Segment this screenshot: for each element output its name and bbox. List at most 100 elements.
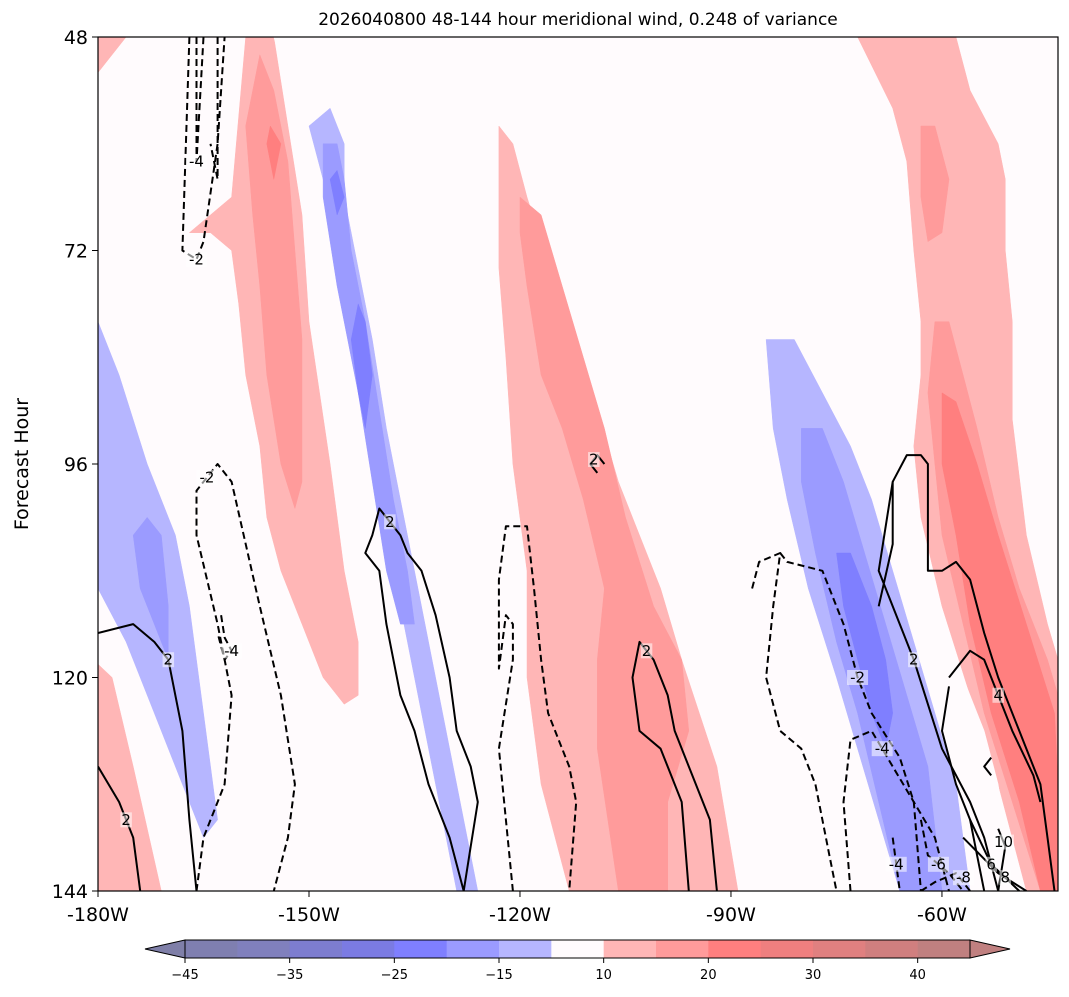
filled-region-23	[836, 552, 893, 749]
colorbar-tick-label: −15	[485, 968, 512, 983]
filled-region-4	[266, 125, 282, 180]
contour-label-bg	[985, 856, 997, 872]
contour-label-bg	[640, 643, 653, 659]
colorbar-swatch	[342, 940, 395, 958]
contour-label: -4	[189, 153, 204, 171]
filled-region-3	[245, 54, 303, 509]
x-tick-label: -120W	[489, 904, 551, 926]
colorbar-swatch	[760, 940, 814, 958]
colorbar-swatch	[394, 940, 448, 958]
contour-label: -2	[850, 669, 865, 687]
contour-line-13	[842, 729, 950, 891]
contour-line-8	[497, 525, 578, 891]
colorbar-swatch	[499, 940, 552, 958]
contour-line-17	[891, 454, 1056, 891]
contour-label: 2	[589, 451, 599, 469]
colorbar-swatch	[813, 940, 866, 958]
colorbar-swatch	[237, 940, 291, 958]
contour-label-bg	[588, 452, 600, 468]
contour-label-bg	[185, 154, 207, 170]
y-tick-label: 96	[64, 454, 88, 476]
contour-label-bg	[992, 687, 1004, 703]
colorbar-frame	[184, 939, 971, 959]
contour-label: 8	[1000, 869, 1010, 887]
contour-label: -6	[931, 855, 946, 873]
colorbar-tick-label: 20	[700, 968, 717, 983]
colorbar-tick-label: 30	[805, 968, 822, 983]
contour-line-2	[209, 37, 219, 181]
contour-label-bg	[162, 652, 175, 668]
y-tick-label: 144	[52, 881, 88, 903]
y-tick-label: 48	[64, 27, 88, 49]
contour-line-22	[962, 836, 1027, 891]
contour-label: 10	[994, 833, 1013, 851]
contour-label: 2	[121, 811, 131, 829]
contour-label-bg	[885, 856, 907, 872]
contour-label: 2	[909, 651, 919, 669]
contour-label-bg	[185, 251, 207, 267]
contour-label-bg	[927, 856, 949, 872]
colorbar-extend-high	[969, 939, 1011, 959]
colorbar-extend-low	[144, 939, 186, 959]
colorbar-swatch	[446, 940, 500, 958]
contour-label: 2	[385, 513, 395, 531]
colorbar-tick-label: 40	[909, 968, 926, 983]
filled-region-17	[98, 232, 268, 891]
contour-label-bg	[221, 643, 243, 659]
colorbar-swatch	[865, 940, 919, 958]
contour-label: 6	[986, 855, 996, 873]
filled-region-1	[98, 37, 127, 73]
contour-label-bg	[847, 670, 869, 685]
x-tick-label: -180W	[67, 904, 129, 926]
colorbar-swatch	[656, 940, 709, 958]
filled-region-14	[329, 170, 345, 216]
contour-label: -4	[224, 642, 239, 660]
colorbar-tick-label: −35	[276, 968, 303, 983]
colorbar-swatch	[551, 940, 605, 958]
colorbar-swatch	[603, 940, 657, 958]
filled-contours	[98, 37, 1058, 891]
contour-line-20	[941, 686, 986, 891]
y-tick-label: 120	[52, 668, 88, 690]
contour-label: -8	[956, 869, 971, 887]
x-axis-ticks: -180W -150W -120W -90W -60W	[67, 891, 967, 926]
colorbar-swatch	[708, 940, 762, 958]
filled-region-6	[519, 196, 690, 891]
colorbar-tick-label: −45	[171, 968, 198, 983]
contour-label: -4	[875, 740, 890, 758]
colorbar-swatch	[917, 940, 971, 958]
colorbar-swatch	[289, 940, 343, 958]
colorbar-tick-label: −25	[381, 968, 408, 983]
filled-region-16	[393, 125, 408, 198]
x-tick-label: -150W	[278, 904, 340, 926]
contour-label-bg	[952, 870, 974, 886]
contour-label-bg	[120, 812, 132, 828]
filled-region-0	[98, 663, 162, 891]
contour-line-3	[195, 463, 296, 891]
contour-label: 4	[993, 686, 1003, 704]
chart-title: 2026040800 48-144 hour meridional wind, …	[318, 10, 838, 30]
filled-region-19	[132, 517, 169, 660]
y-axis-ticks: 48 72 96 120 144	[52, 27, 98, 903]
colorbar: −45 −35 −25 −15 10 20 30 40	[144, 939, 1011, 983]
contour-label: -4	[889, 855, 904, 873]
contour-label: -2	[200, 468, 215, 486]
contour-label-bg	[384, 514, 396, 530]
contour-line-12	[751, 552, 838, 891]
contour-labels: -2 -4 -2 -4 2 2 2 2 2 -2 -4 -4 -6 -8 2 4 68 10	[120, 153, 1014, 887]
contour-label-bg	[871, 741, 893, 757]
contour-label: 2	[164, 651, 174, 669]
x-tick-label: -60W	[917, 904, 967, 926]
filled-region-15	[350, 303, 373, 429]
y-tick-label: 72	[64, 241, 88, 263]
contour-label-bg	[992, 834, 1014, 850]
contour-label: 2	[642, 642, 652, 660]
colorbar-swatch	[185, 940, 238, 958]
x-tick-label: -90W	[706, 904, 756, 926]
contour-line-24	[983, 756, 992, 777]
contour-label-bg	[908, 652, 920, 668]
contour-label: -2	[189, 250, 204, 268]
contour-label-bg	[196, 469, 218, 485]
filled-region-8	[920, 125, 950, 242]
